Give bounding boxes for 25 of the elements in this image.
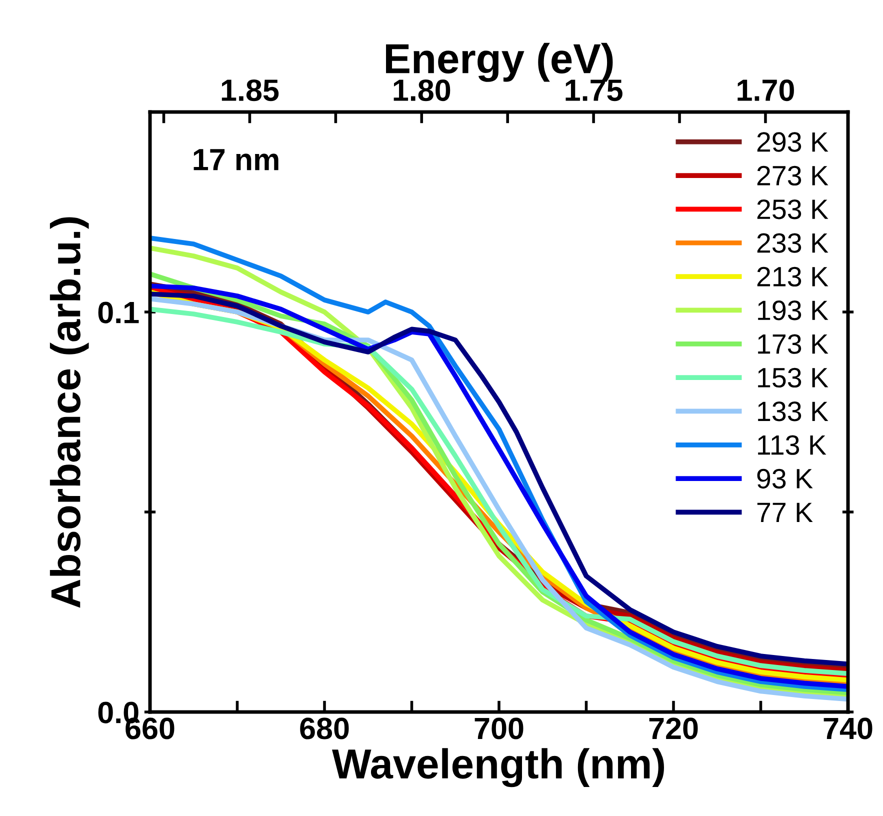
legend-label: 153 K: [758, 368, 828, 388]
legend-label: 133 K: [758, 402, 828, 422]
legend-label: 213 K: [757, 266, 828, 287]
legend-label: 273 K: [757, 166, 828, 186]
x-tick-label: 720: [649, 718, 698, 740]
x2-tick-label: 1.80: [394, 79, 450, 102]
legend-label: 113 K: [758, 435, 826, 455]
x2-tick-label: 1.85: [222, 79, 279, 102]
x2-tick-label: 1.75: [566, 80, 622, 102]
x-tick-label: 680: [300, 718, 349, 740]
legend-label: 233 K: [757, 233, 828, 253]
x2-axis-title: Energy (eV): [386, 42, 613, 82]
legend-label: 253 K: [757, 200, 828, 220]
legend-label: 193 K: [758, 300, 828, 320]
legend-label: 93 K: [757, 468, 813, 489]
x-tick-label: 700: [474, 718, 524, 740]
legend-label: 293 K: [757, 132, 828, 152]
annotation: 17 nm: [194, 149, 278, 170]
x-axis-title: Wavelength (nm): [332, 748, 664, 788]
legend-label: 77 K: [757, 502, 813, 522]
y-tick-label: 0.1: [98, 302, 139, 324]
x-tick-label: 740: [824, 718, 872, 740]
x2-tick-label: 1.70: [738, 79, 794, 102]
legend-label: 173 K: [758, 334, 828, 354]
y-axis-title: Absorbance (arb.u.): [50, 217, 89, 608]
